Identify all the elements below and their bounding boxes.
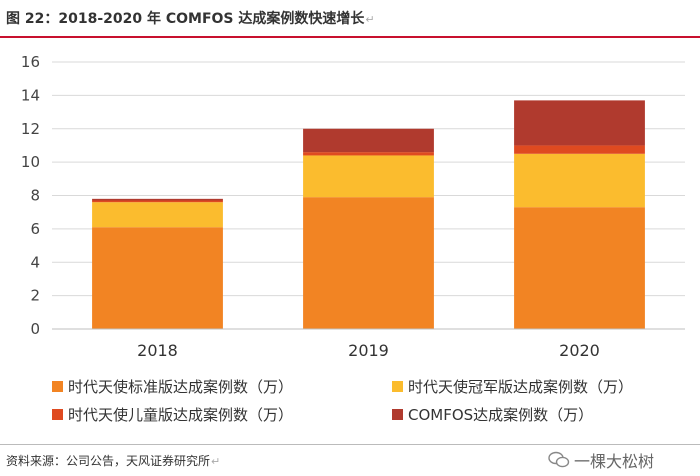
legend-label: 时代天使标准版达成案例数（万） [68, 378, 294, 396]
bar-segment-2 [92, 202, 223, 228]
legend-item: 时代天使儿童版达成案例数（万） [52, 404, 293, 425]
legend-label: COMFOS达成案例数（万） [408, 406, 594, 424]
bar-segment-1 [514, 207, 645, 329]
legend-item: 时代天使冠军版达成案例数（万） [392, 376, 633, 397]
wechat-icon [548, 451, 570, 468]
y-tick-label: 4 [30, 253, 40, 271]
bar-segment-1 [303, 197, 434, 329]
legend-label: 时代天使儿童版达成案例数（万） [68, 406, 294, 424]
legend-swatch [52, 409, 63, 420]
bar-segment-4 [514, 100, 645, 146]
bar-segment-2 [303, 155, 434, 198]
y-tick-label: 8 [30, 187, 40, 205]
x-tick-label: 2019 [348, 341, 389, 360]
figure-title-text: 图 22：2018-2020 年 COMFOS 达成案例数快速增长 [6, 11, 365, 27]
y-tick-label: 10 [21, 153, 40, 171]
axes: 0 2 4 6 8 10 12 14 16 2018 2019 2020 [21, 53, 685, 360]
bar-segment-4 [303, 128, 434, 153]
bar-segment-2 [514, 153, 645, 208]
watermark: 一棵大松树 [548, 448, 654, 472]
legend-item: 时代天使标准版达成案例数（万） [52, 376, 293, 397]
y-tick-label: 6 [30, 220, 40, 238]
legend-label: 时代天使冠军版达成案例数（万） [408, 378, 634, 396]
return-mark: ↵ [365, 13, 375, 26]
watermark-text: 一棵大松树 [574, 452, 655, 471]
bar-segment-3 [303, 152, 434, 156]
stacked-bar-chart: 0 2 4 6 8 10 12 14 16 2018 2019 2020 [21, 53, 685, 360]
footer: 资料来源：公司公告，天风证券研究所↵ 一棵大松树 [0, 444, 700, 476]
y-tick-label: 0 [30, 320, 40, 338]
source-note: 资料来源：公司公告，天风证券研究所↵ [6, 452, 220, 469]
legend-swatch [392, 409, 403, 420]
y-tick-label: 16 [21, 53, 40, 71]
source-text: 资料来源：公司公告，天风证券研究所 [6, 454, 211, 468]
legend-swatch [52, 381, 63, 392]
y-tick-label: 14 [21, 86, 40, 104]
x-tick-label: 2018 [137, 341, 178, 360]
bar-segment-3 [92, 200, 223, 203]
return-mark: ↵ [211, 455, 221, 468]
x-tick-label: 2020 [559, 341, 600, 360]
bar-segment-3 [514, 145, 645, 154]
figure-title: 图 22：2018-2020 年 COMFOS 达成案例数快速增长↵ [6, 8, 375, 28]
y-tick-label: 2 [30, 287, 40, 305]
bar-segment-4 [92, 198, 223, 201]
bars [92, 100, 645, 329]
y-tick-label: 12 [21, 120, 40, 138]
legend-swatch [392, 381, 403, 392]
bar-segment-1 [92, 227, 223, 329]
legend: 时代天使标准版达成案例数（万） 时代天使冠军版达成案例数（万） 时代天使儿童版达成案… [0, 370, 700, 440]
legend-item: COMFOS达成案例数（万） [392, 404, 593, 425]
title-bar: 图 22：2018-2020 年 COMFOS 达成案例数快速增长↵ [0, 0, 700, 38]
